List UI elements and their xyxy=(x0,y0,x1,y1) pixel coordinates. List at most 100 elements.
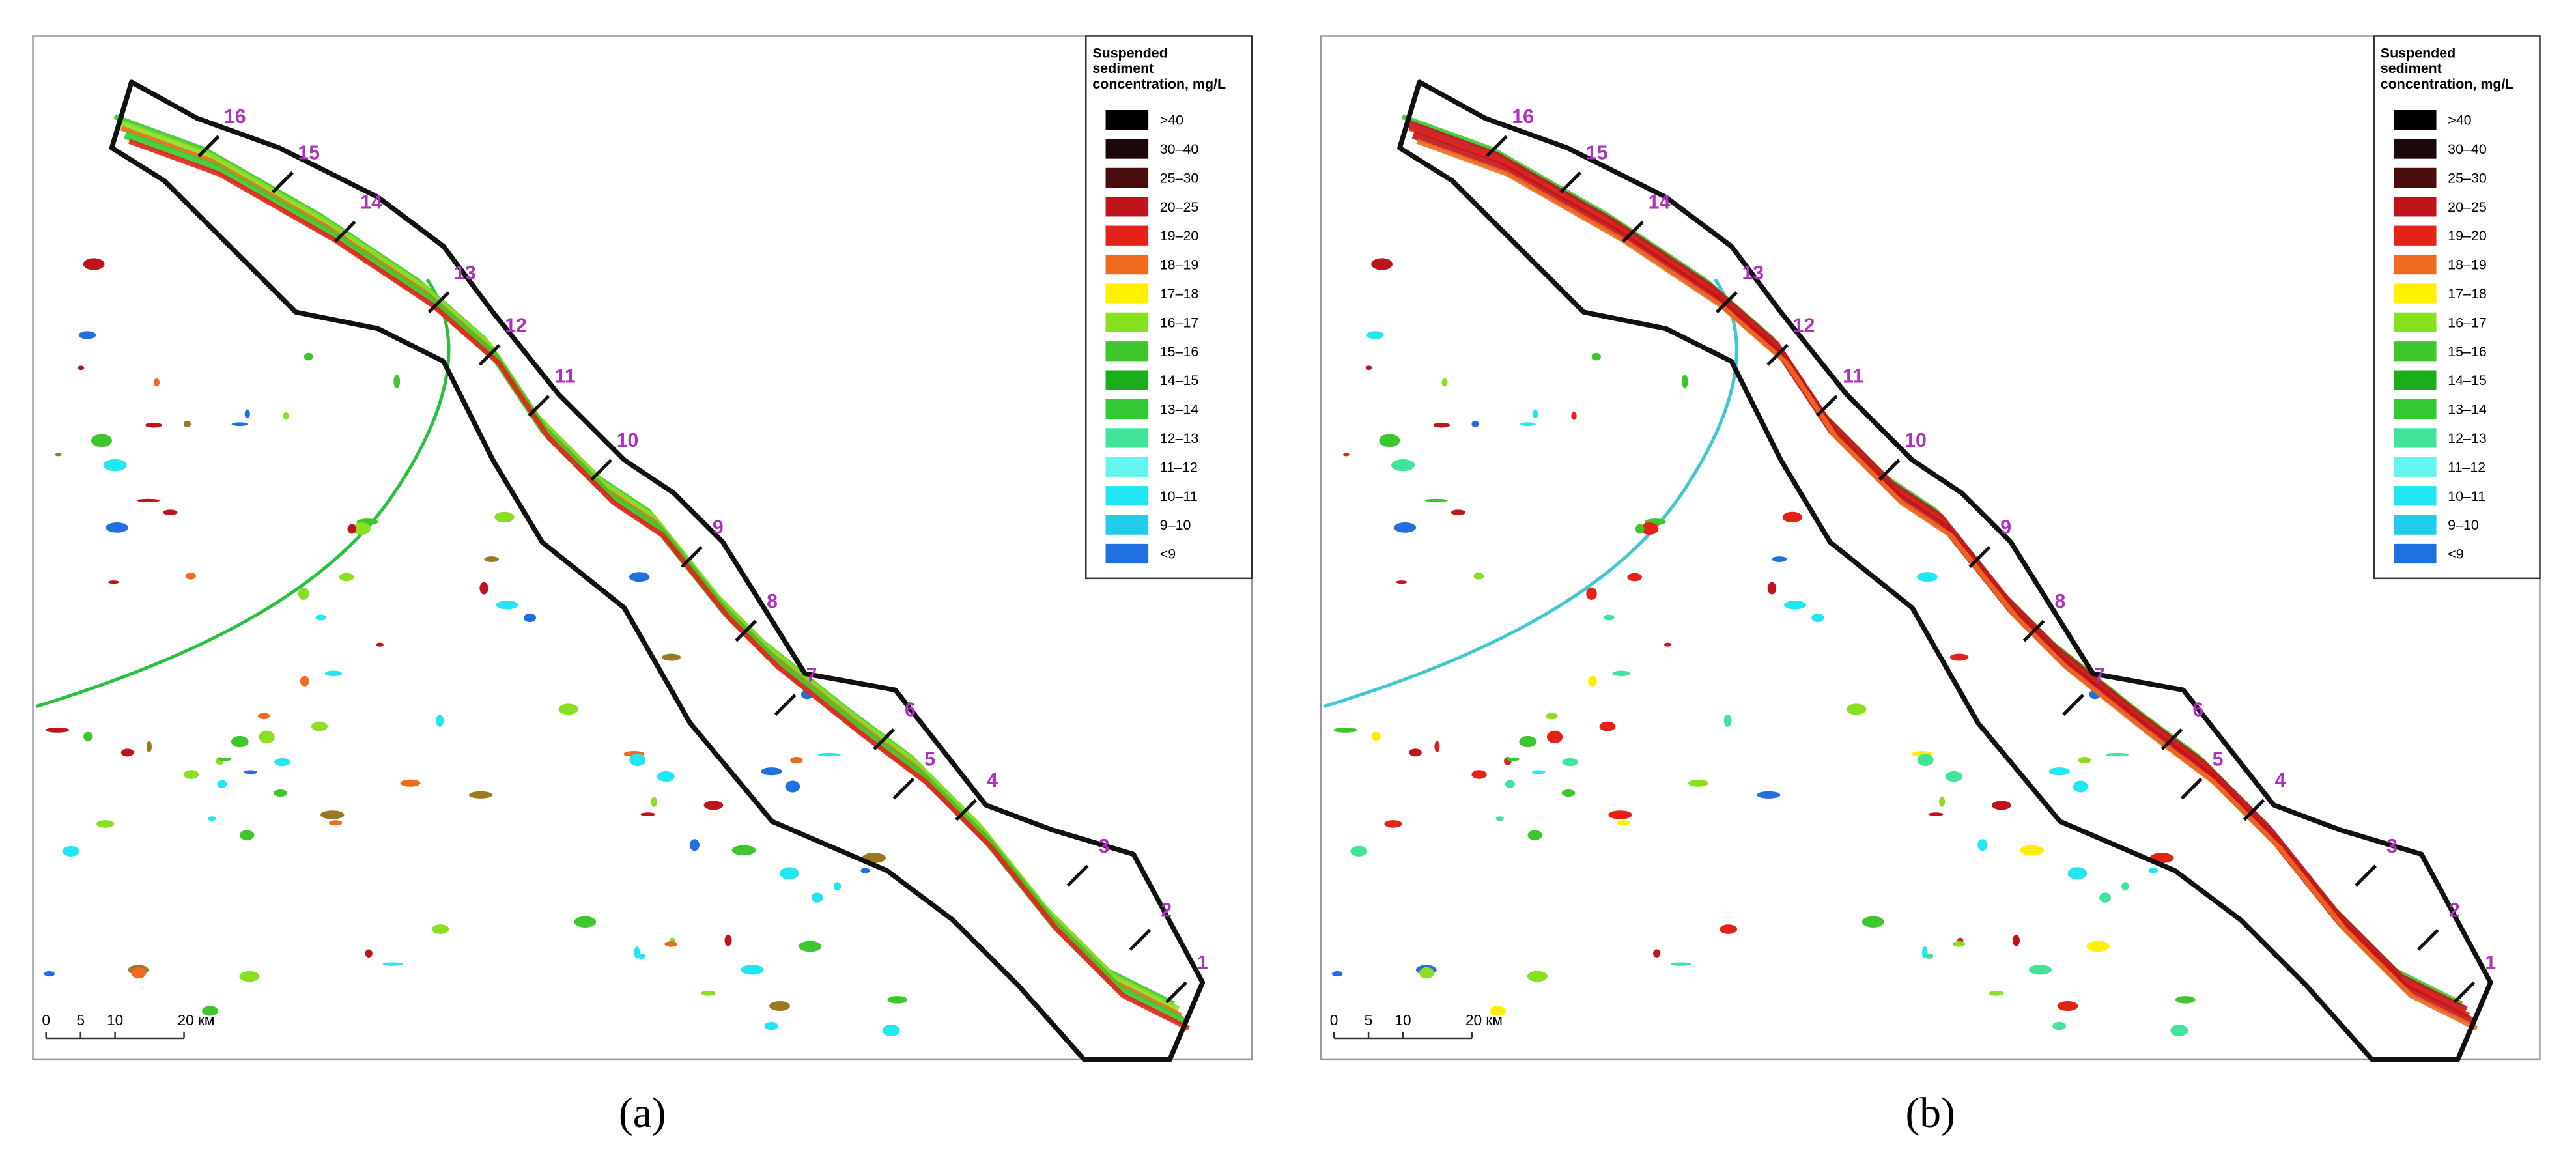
lake xyxy=(339,573,354,582)
lake xyxy=(1767,582,1777,595)
lake xyxy=(1608,810,1632,819)
lake xyxy=(1527,830,1542,840)
scale-label: 0 xyxy=(42,1012,50,1029)
lake xyxy=(1519,735,1537,748)
section-number: 11 xyxy=(555,366,576,388)
legend-swatch xyxy=(1105,283,1149,304)
lake xyxy=(259,730,275,744)
legend-swatch xyxy=(2393,428,2437,448)
legend-label: >40 xyxy=(2448,113,2471,128)
section-number: 8 xyxy=(767,591,778,612)
lake xyxy=(1861,916,1884,928)
lake xyxy=(1917,572,1938,582)
lake xyxy=(91,434,112,447)
lake xyxy=(629,572,650,582)
lake xyxy=(629,754,646,767)
lake xyxy=(1811,613,1824,623)
lake xyxy=(1520,422,1536,427)
section-number: 4 xyxy=(987,770,998,791)
section-number: 16 xyxy=(224,106,246,128)
lake xyxy=(662,653,681,661)
lake xyxy=(83,258,105,270)
legend-label: 20–25 xyxy=(2448,199,2487,215)
lake xyxy=(2170,1024,2188,1037)
legend-swatch xyxy=(1105,515,1149,535)
lake xyxy=(817,752,841,757)
lake xyxy=(328,820,343,826)
lake xyxy=(300,675,309,687)
section-number: 2 xyxy=(2449,900,2460,921)
lake xyxy=(664,941,677,947)
lake xyxy=(137,498,160,502)
section-number: 14 xyxy=(1649,192,1671,213)
lake xyxy=(106,522,128,533)
lake xyxy=(218,757,232,761)
lake xyxy=(887,996,908,1004)
lake xyxy=(1371,731,1381,741)
legend-label: 10–11 xyxy=(1160,489,1198,504)
legend-title: concentration, mg/L xyxy=(2381,76,2514,92)
lake xyxy=(1603,614,1615,621)
section-line xyxy=(427,291,450,314)
legend-swatch xyxy=(1105,254,1149,275)
section-number: 4 xyxy=(2275,770,2286,791)
lake xyxy=(78,331,96,339)
lake xyxy=(1384,820,1402,828)
lake xyxy=(703,801,724,810)
lake xyxy=(1409,748,1422,757)
lake xyxy=(244,409,250,419)
legend-label: 17–18 xyxy=(1160,286,1199,302)
section-line xyxy=(333,220,356,243)
lake xyxy=(1332,971,1343,977)
legend-swatch xyxy=(2393,109,2437,130)
lake xyxy=(1546,713,1558,720)
lake xyxy=(352,522,371,535)
lake xyxy=(315,614,327,621)
lake xyxy=(1546,730,1563,744)
legend-label: 15–16 xyxy=(1160,344,1199,360)
lake xyxy=(153,378,160,387)
legend-label: 30–40 xyxy=(2448,141,2487,157)
lake xyxy=(1782,511,1803,523)
legend-swatch xyxy=(2393,139,2437,159)
lake xyxy=(1681,375,1688,388)
legend-label: 11–12 xyxy=(1160,459,1198,475)
lake xyxy=(393,375,401,388)
river-channel xyxy=(128,139,1190,1031)
scale-label: 10 xyxy=(1394,1012,1411,1029)
lake xyxy=(1939,797,1946,807)
lake xyxy=(1473,573,1484,580)
lake xyxy=(78,365,85,371)
lake xyxy=(2057,1001,2078,1012)
map-frame xyxy=(1320,35,2541,1061)
lake xyxy=(701,990,716,996)
lake xyxy=(1495,816,1504,821)
legend-swatch xyxy=(2393,197,2437,217)
legend-label: 25–30 xyxy=(1160,170,1199,186)
lake xyxy=(274,789,287,797)
lake xyxy=(1991,801,2011,810)
lake xyxy=(298,587,309,601)
section-line xyxy=(1622,220,1645,243)
legend-swatch xyxy=(1105,370,1149,390)
legend-title: sediment xyxy=(1092,61,1154,76)
lake xyxy=(44,971,55,977)
section-line xyxy=(1815,395,1838,417)
lake xyxy=(833,882,842,891)
lake xyxy=(1846,703,1867,715)
lake xyxy=(283,412,289,420)
lake xyxy=(1365,365,1372,371)
legend-swatch xyxy=(2393,399,2437,419)
lake xyxy=(244,770,258,774)
lake xyxy=(1379,434,1400,447)
legend-swatch xyxy=(1105,457,1149,477)
lake xyxy=(741,965,764,975)
lake xyxy=(1571,412,1577,420)
lake xyxy=(1562,758,1579,767)
lake xyxy=(311,721,328,731)
legend-swatch xyxy=(1105,139,1149,159)
section-number: 1 xyxy=(2485,952,2496,974)
legend-label: 13–14 xyxy=(2448,402,2487,418)
legend-swatch xyxy=(2393,486,2437,506)
lake xyxy=(1393,522,1417,533)
